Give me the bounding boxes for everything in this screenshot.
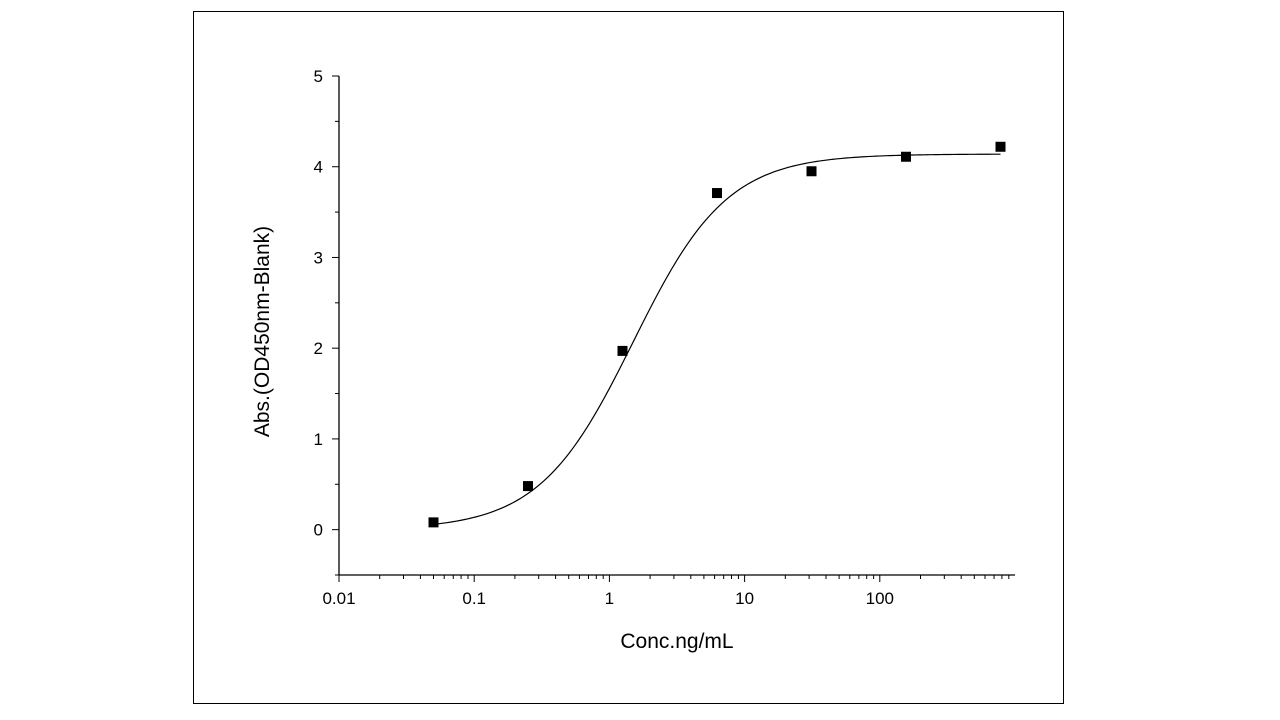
x-tick-label: 100 [866,589,894,608]
data-point [617,345,628,356]
fit-curve [433,153,1001,525]
y-tick-label: 0 [314,521,323,540]
axes [338,76,1015,576]
x-ticks: 0.01 0.1 1 10 100 [322,575,1010,608]
fit-curve-group [433,153,1001,525]
data-points [428,141,1006,528]
data-point [428,517,439,528]
data-point [523,481,534,492]
x-tick-label: 0.01 [322,589,355,608]
y-ticks: 0 1 2 3 4 5 [314,67,339,576]
x-tick-label: 10 [735,589,754,608]
data-point [806,166,817,177]
y-axis-title: Abs.(OD450nm-Blank) [251,226,274,437]
y-tick-label: 4 [314,158,323,177]
x-axis-title: Conc.ng/mL [620,630,733,653]
x-tick-label: 0.1 [462,589,486,608]
data-point [901,151,912,162]
y-tick-label: 3 [314,248,323,267]
y-tick-label: 1 [314,430,323,449]
y-tick-label: 2 [314,339,323,358]
data-point [712,188,723,199]
x-tick-label: 1 [605,589,614,608]
data-point [995,141,1006,152]
y-tick-label: 5 [314,67,323,86]
chart: 0.01 0.1 1 10 100 0 1 2 3 4 5 Conc.ng/mL Abs.(OD4… [251,67,1015,653]
chart-frame: 0.01 0.1 1 10 100 0 1 2 3 4 5 Conc.ng/mL Abs.(OD4… [193,11,1064,704]
